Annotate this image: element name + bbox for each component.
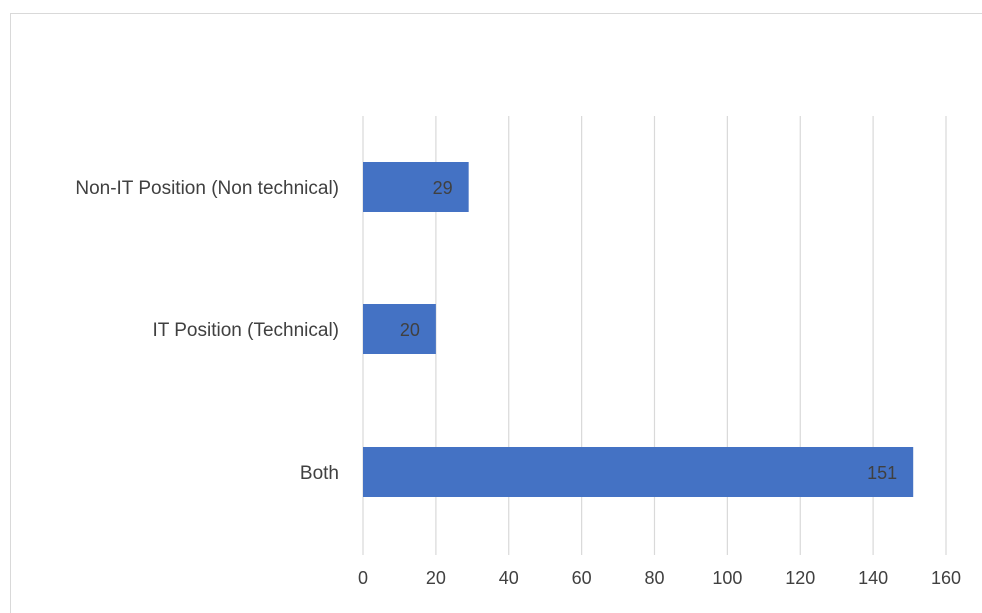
x-tick-label-0: 0 — [358, 568, 368, 588]
category-label-1: Non-IT Position (Non technical) — [75, 178, 339, 199]
x-tick-label-120: 120 — [785, 568, 815, 588]
x-tick-label-60: 60 — [572, 568, 592, 588]
bar-1 — [363, 162, 469, 212]
x-tick-label-40: 40 — [499, 568, 519, 588]
data-label-2: 20 — [400, 320, 420, 340]
x-tick-label-140: 140 — [858, 568, 888, 588]
bar-chart: 29 20 151 Non-IT Position (Non technical) I… — [75, 116, 961, 588]
x-tick-labels: 0 20 40 60 80 100 120 140 160 — [358, 568, 961, 588]
category-labels: Non-IT Position (Non technical) IT Positi… — [75, 178, 339, 484]
chart-frame — [10, 13, 982, 613]
x-tick-label-160: 160 — [931, 568, 961, 588]
bar-2 — [363, 304, 436, 354]
bar-3 — [363, 447, 914, 497]
category-label-3: Both — [300, 463, 339, 484]
data-label-3: 151 — [867, 463, 897, 483]
bars: 29 20 151 — [363, 162, 914, 497]
x-tick-label-20: 20 — [426, 568, 446, 588]
category-label-2: IT Position (Technical) — [152, 320, 339, 341]
data-label-1: 29 — [433, 178, 453, 198]
x-tick-label-80: 80 — [644, 568, 664, 588]
x-tick-label-100: 100 — [712, 568, 742, 588]
